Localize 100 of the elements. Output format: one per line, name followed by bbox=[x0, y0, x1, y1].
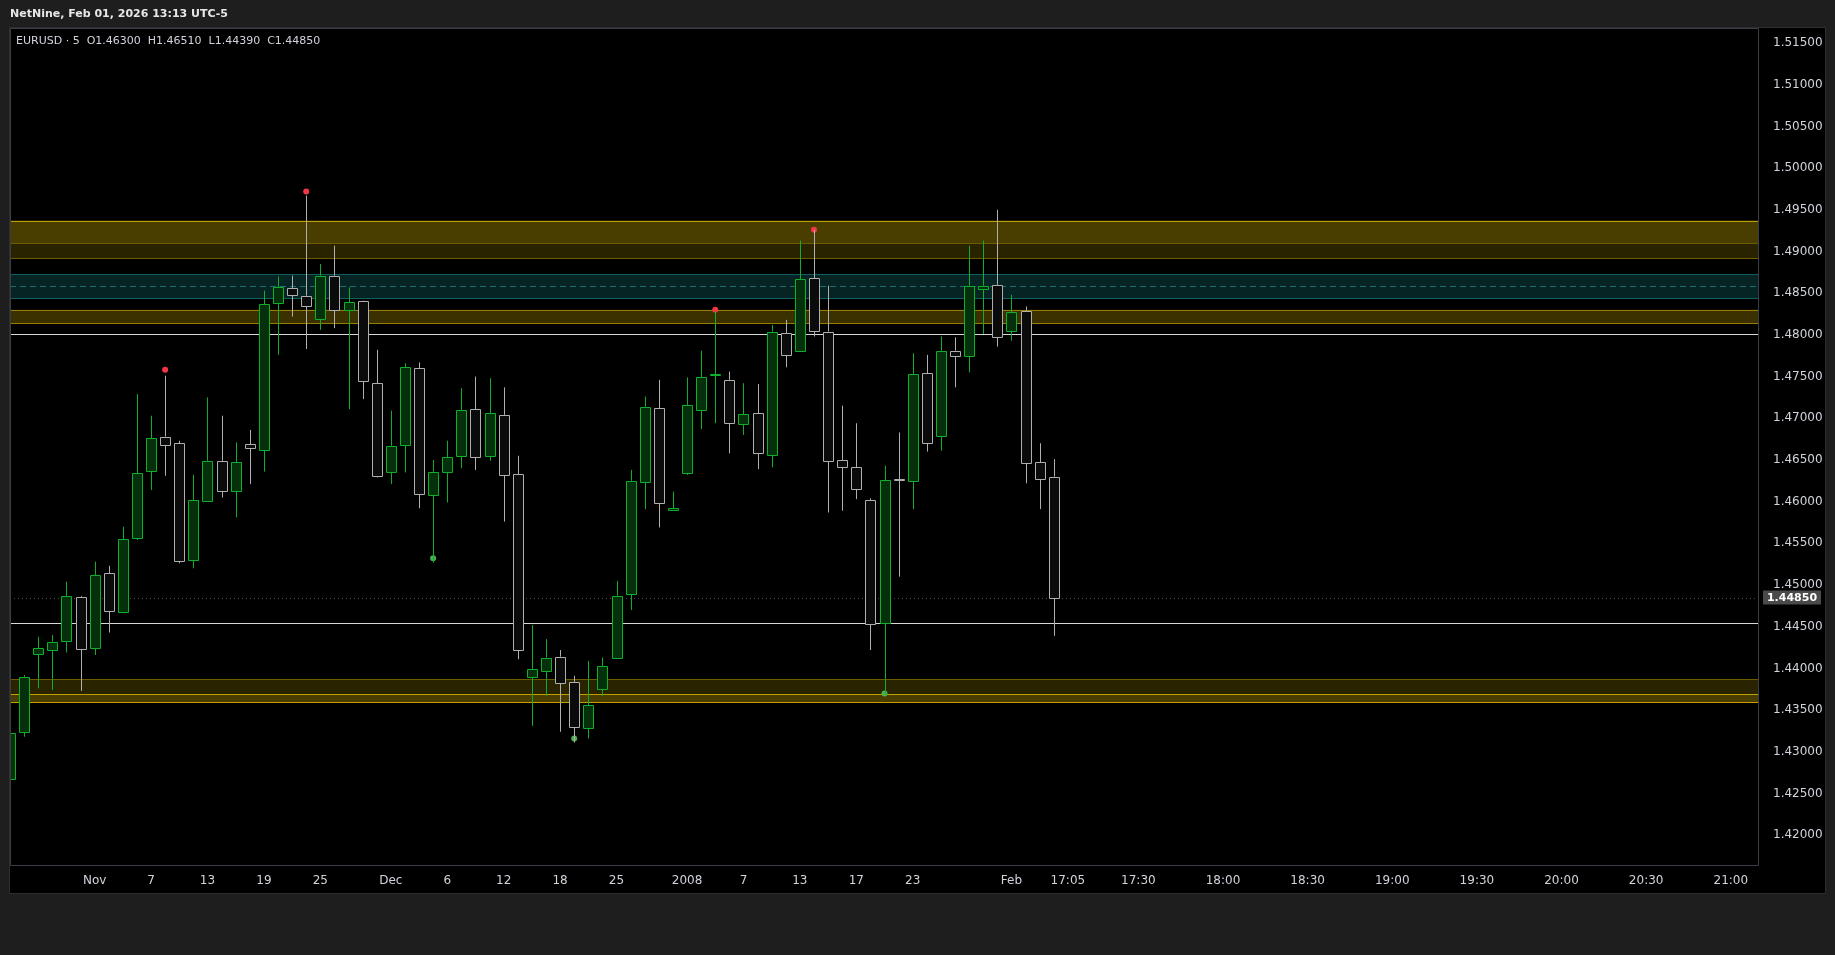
candlestick bbox=[809, 229, 820, 338]
candlestick bbox=[1021, 306, 1032, 484]
y-tick-label: 1.49000 bbox=[1773, 243, 1823, 258]
candlestick bbox=[259, 290, 270, 473]
candlestick bbox=[456, 387, 467, 469]
point bbox=[162, 366, 169, 373]
x-tick-label: 25 bbox=[608, 873, 625, 888]
candlestick bbox=[767, 324, 778, 468]
y-tick-label: 1.43500 bbox=[1773, 702, 1823, 717]
candlestick bbox=[654, 379, 665, 528]
candlestick bbox=[724, 371, 735, 454]
candlestick bbox=[865, 497, 876, 651]
candlestick bbox=[217, 415, 228, 498]
candlestick bbox=[358, 301, 369, 400]
candlestick bbox=[287, 275, 298, 318]
y-tick-label: 1.44500 bbox=[1773, 618, 1823, 633]
x-tick-label: 25 bbox=[312, 873, 328, 888]
candlestick bbox=[104, 565, 115, 634]
point bbox=[712, 306, 719, 313]
y-tick-label: 1.48000 bbox=[1773, 326, 1823, 341]
y-tick-label: 1.46500 bbox=[1773, 452, 1823, 467]
x-tick-label: 13 bbox=[792, 873, 808, 888]
candlestick bbox=[753, 383, 764, 470]
x-tick-label: 6 bbox=[443, 873, 452, 888]
candlestick bbox=[555, 649, 566, 733]
candlestick bbox=[936, 336, 947, 452]
candlestick bbox=[837, 405, 848, 512]
candlestick bbox=[442, 440, 453, 503]
x-tick-label: 19:00 bbox=[1374, 873, 1410, 888]
candlestick bbox=[823, 285, 834, 513]
candlestick bbox=[950, 336, 961, 388]
candlestick bbox=[908, 352, 919, 510]
ref-line-label: 1.44850 bbox=[1766, 590, 1818, 604]
candlestick bbox=[851, 422, 862, 500]
y-tick-label: 1.51500 bbox=[1773, 35, 1823, 50]
candlestick bbox=[499, 386, 510, 523]
candlestick bbox=[541, 638, 552, 697]
x-tick-label: 17:05 bbox=[1050, 873, 1086, 888]
candlestick bbox=[597, 657, 608, 697]
candlestick bbox=[1035, 442, 1046, 510]
candlestick bbox=[682, 376, 693, 476]
y-tick-label: 1.50500 bbox=[1773, 118, 1823, 133]
candlestick bbox=[795, 240, 806, 352]
candlestick bbox=[696, 350, 707, 430]
candlestick bbox=[386, 410, 397, 485]
x-tick-label: 21:00 bbox=[1713, 873, 1749, 888]
y-tick-label: 1.45500 bbox=[1773, 535, 1823, 550]
candlestick bbox=[583, 660, 594, 739]
candlestick bbox=[132, 393, 143, 541]
y-tick-label: 1.44000 bbox=[1773, 660, 1823, 675]
candlestick bbox=[1049, 458, 1060, 637]
y-tick-label: 1.45000 bbox=[1773, 577, 1823, 592]
candlestick bbox=[188, 474, 199, 569]
candlestick bbox=[738, 382, 749, 436]
candlestick bbox=[400, 362, 411, 473]
candlestick bbox=[245, 429, 256, 485]
x-tick-label: 23 bbox=[905, 873, 921, 888]
x-tick-label: 13 bbox=[199, 873, 216, 888]
candlestick bbox=[329, 245, 340, 329]
candlestick bbox=[626, 469, 637, 611]
candlestick bbox=[301, 195, 312, 350]
candlestick bbox=[485, 377, 496, 462]
candlestick bbox=[372, 349, 383, 477]
candlestick bbox=[33, 636, 44, 689]
candlestick bbox=[61, 581, 72, 654]
candlestick bbox=[640, 396, 651, 510]
candlestick bbox=[202, 396, 213, 502]
text: NetNine, Feb 01, 2026 13:13 UTC-5 bbox=[10, 6, 229, 20]
candlestick bbox=[964, 245, 975, 373]
candlestick bbox=[922, 354, 933, 453]
candlestick bbox=[781, 319, 792, 368]
y-tick-label: 1.42500 bbox=[1773, 785, 1823, 800]
x-tick-label: 19:30 bbox=[1459, 873, 1495, 888]
candlestick bbox=[273, 275, 284, 356]
x-tick-label: 2008 bbox=[671, 873, 703, 888]
candlestick bbox=[344, 286, 355, 410]
candlestick bbox=[315, 263, 326, 331]
y-tick-label: 1.50000 bbox=[1773, 160, 1823, 175]
y-tick-label: 1.49500 bbox=[1773, 201, 1823, 216]
y-tick-label: 1.48500 bbox=[1773, 285, 1823, 300]
x-tick-label: 12 bbox=[496, 873, 512, 888]
candlestick bbox=[513, 455, 524, 660]
candlestick bbox=[527, 624, 538, 727]
x-tick-label: Nov bbox=[82, 873, 107, 888]
x-tick-label: 19 bbox=[256, 873, 272, 888]
x-tick-label: 7 bbox=[147, 873, 155, 888]
x-tick-label: Feb bbox=[1000, 873, 1023, 888]
candlestick bbox=[992, 209, 1003, 348]
candlestick bbox=[470, 376, 481, 471]
candlestick bbox=[978, 240, 989, 335]
x-tick-label: 18:30 bbox=[1290, 873, 1325, 888]
candlestick bbox=[231, 441, 242, 518]
candlestick bbox=[612, 580, 623, 659]
x-tick-label: 18:00 bbox=[1205, 873, 1241, 888]
x-tick-label: Dec bbox=[379, 873, 403, 888]
y-tick-label: 1.46000 bbox=[1773, 493, 1823, 508]
x-tick-label: 17 bbox=[848, 873, 864, 888]
x-tick-label: 20:00 bbox=[1544, 873, 1579, 888]
x-tick-label: 7 bbox=[739, 873, 748, 888]
candlestick bbox=[1006, 294, 1017, 342]
